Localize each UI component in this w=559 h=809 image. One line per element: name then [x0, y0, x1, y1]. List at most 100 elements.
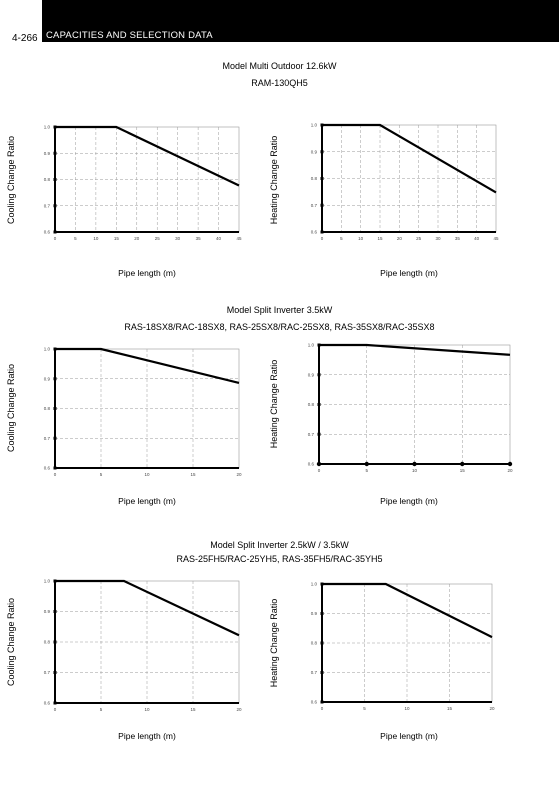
chart-1-series-line: [55, 125, 240, 187]
chart-1-xtick-label: 35: [196, 236, 202, 241]
chart-6-ytick-label: 0.7: [311, 670, 318, 675]
chart-4-ytick-label: 0.7: [308, 432, 315, 437]
chart-1-ylabel: Cooling Change Ratio: [6, 136, 16, 224]
chart-6-series-line: [322, 582, 493, 639]
chart-2-xtick-label: 10: [358, 236, 364, 241]
chart-2-xlabel: Pipe length (m): [380, 268, 438, 278]
chart-2-ytick-label: 0.7: [311, 203, 318, 208]
chart-2-series-line: [322, 123, 497, 194]
chart-3-xtick-label: 5: [100, 472, 103, 477]
chart-4-xtick-label: 20: [507, 468, 513, 473]
chart-2-xtick-label: 35: [455, 236, 461, 241]
chart-2-ytick-label: 1.0: [311, 123, 318, 128]
chart-1-xtick-label: 15: [114, 236, 120, 241]
section-1-subtitle: RAM-130QH5: [251, 78, 308, 88]
chart-6-ytick-label: 0.9: [311, 611, 318, 616]
chart-4-ytick-label: 0.6: [308, 462, 315, 467]
chart-2-xtick-label: 25: [416, 236, 422, 241]
chart-3-xtick-label: 15: [190, 472, 196, 477]
chart-5-ytick-label: 1.0: [44, 579, 51, 584]
chart-1-xtick-label: 0: [54, 236, 57, 241]
chart-1-ytick-label: 0.6: [44, 230, 51, 235]
chart-6-xtick-label: 15: [447, 706, 453, 711]
chart-1-xtick-label: 45: [236, 236, 242, 241]
header-title: CAPACITIES AND SELECTION DATA: [46, 30, 213, 41]
section-3-title: Model Split Inverter 2.5kW / 3.5kW: [210, 540, 349, 550]
chart-6-ytick-label: 0.6: [311, 700, 318, 705]
chart-1-xtick-label: 25: [155, 236, 161, 241]
chart-6-xtick-label: 5: [363, 706, 366, 711]
section-3-subtitle: RAS-25FH5/RAC-25YH5, RAS-35FH5/RAC-35YH5: [176, 554, 383, 564]
chart-5-xtick-label: 20: [236, 707, 242, 712]
chart-1-xtick-label: 5: [74, 236, 77, 241]
chart-3-ylabel: Cooling Change Ratio: [6, 364, 16, 452]
chart-6-ytick-label: 1.0: [311, 582, 318, 587]
chart-3-xtick-label: 0: [54, 472, 57, 477]
chart-1-xtick-label: 40: [216, 236, 222, 241]
chart-5-ytick-label: 0.6: [44, 701, 51, 706]
chart-4-xtick-label: 5: [365, 468, 368, 473]
chart-1-ytick-label: 0.7: [44, 203, 51, 208]
chart-6-xlabel: Pipe length (m): [380, 731, 438, 741]
chart-4-xtick-marker: [507, 461, 513, 467]
chart-4-xtick-label: 0: [318, 468, 321, 473]
chart-4-series-line: [319, 343, 511, 356]
chart-5-xlabel: Pipe length (m): [118, 731, 176, 741]
chart-2-xtick-label: 45: [493, 236, 499, 241]
chart-5-xtick-label: 10: [144, 707, 150, 712]
chart-4-ytick-label: 1.0: [308, 343, 315, 348]
chart-4-xtick-label: 10: [412, 468, 418, 473]
section-2-subtitle: RAS-18SX8/RAC-18SX8, RAS-25SX8/RAC-25SX8…: [124, 322, 435, 332]
chart-3-ytick-label: 0.8: [44, 406, 51, 411]
chart-3-ytick-label: 0.6: [44, 466, 51, 471]
chart-3-ytick-label: 0.9: [44, 376, 51, 381]
chart-4-ylabel: Heating Change Ratio: [269, 360, 279, 449]
chart-5-ylabel: Cooling Change Ratio: [6, 598, 16, 686]
chart-4-ytick-label: 0.9: [308, 372, 315, 377]
chart-5-ytick-label: 0.7: [44, 670, 51, 675]
chart-2-xtick-label: 15: [377, 236, 383, 241]
chart-5-xtick-label: 15: [190, 707, 196, 712]
chart-4-ytick-label: 0.8: [308, 402, 315, 407]
chart-2-ytick-label: 0.6: [311, 230, 318, 235]
chart-5-xtick-label: 0: [54, 707, 57, 712]
chart-4-xtick-marker: [364, 461, 369, 467]
header-bar: [42, 0, 559, 42]
section-1-title: Model Multi Outdoor 12.6kW: [222, 61, 337, 71]
chart-6-xtick-label: 10: [404, 706, 410, 711]
chart-3-ytick-label: 1.0: [44, 347, 51, 352]
chart-3-xtick-label: 10: [144, 472, 150, 477]
chart-3-series-line: [55, 347, 240, 384]
chart-1-ytick-label: 0.8: [44, 177, 51, 182]
chart-1-xtick-label: 30: [175, 236, 181, 241]
chart-3-xtick-label: 20: [236, 472, 242, 477]
chart-6-ytick-label: 0.8: [311, 641, 318, 646]
chart-1-ytick-label: 1.0: [44, 125, 51, 130]
chart-2-xtick-label: 30: [435, 236, 441, 241]
chart-4-xtick-marker: [460, 461, 465, 467]
chart-1-xlabel: Pipe length (m): [118, 268, 176, 278]
chart-4-xtick-marker: [412, 461, 417, 467]
chart-2-ytick-label: 0.8: [311, 176, 318, 181]
chart-6-xtick-label: 20: [489, 706, 495, 711]
chart-2-xtick-label: 0: [321, 236, 324, 241]
chart-5-ytick-label: 0.9: [44, 609, 51, 614]
chart-2-xtick-label: 20: [397, 236, 403, 241]
chart-6-ylabel: Heating Change Ratio: [269, 599, 279, 688]
chart-5-ytick-label: 0.8: [44, 640, 51, 645]
chart-4-xtick-label: 15: [460, 468, 466, 473]
chart-2-ylabel: Heating Change Ratio: [269, 136, 279, 225]
chart-3-xlabel: Pipe length (m): [118, 496, 176, 506]
chart-2-xtick-label: 5: [340, 236, 343, 241]
chart-6-xtick-label: 0: [321, 706, 324, 711]
page-number: 4-266: [12, 33, 38, 44]
chart-1-xtick-label: 10: [93, 236, 99, 241]
chart-5-series-line: [55, 579, 240, 637]
chart-2-xtick-label: 40: [474, 236, 480, 241]
chart-1-xtick-label: 20: [134, 236, 140, 241]
chart-2-ytick-label: 0.9: [311, 149, 318, 154]
chart-4-xlabel: Pipe length (m): [380, 496, 438, 506]
chart-4-xtick-marker: [316, 461, 322, 467]
chart-5-xtick-label: 5: [100, 707, 103, 712]
